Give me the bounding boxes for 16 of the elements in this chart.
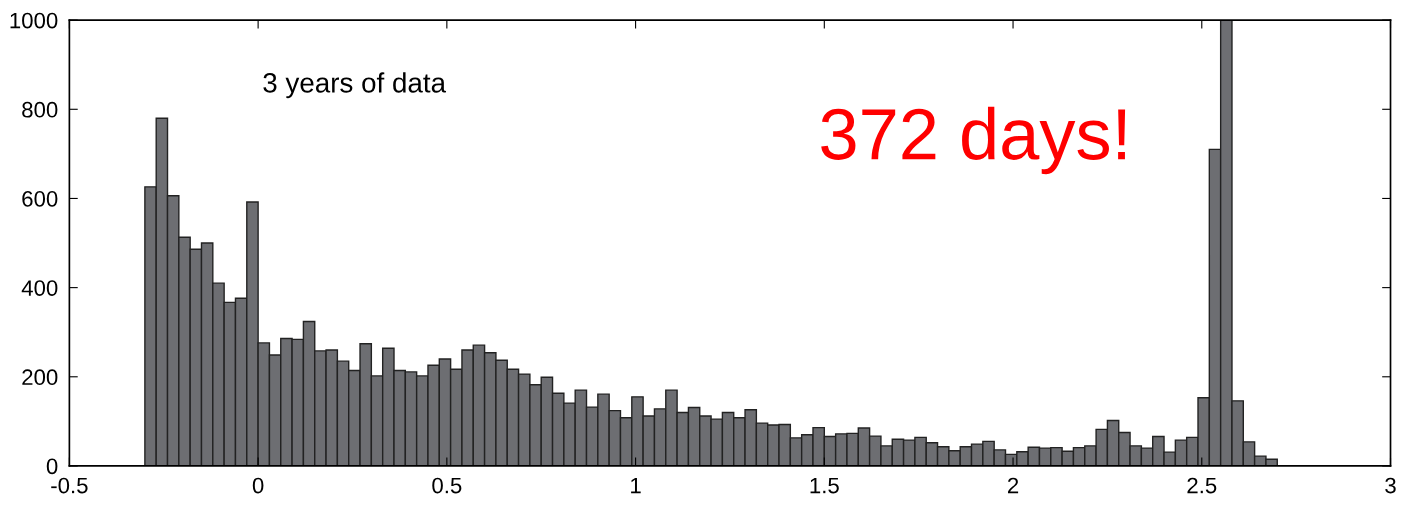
x-tick-label: -0.5 — [51, 477, 88, 494]
x-tick-label: 2.5 — [1187, 477, 1217, 494]
y-tick-label: 200 — [22, 369, 58, 386]
y-tick-label: 600 — [22, 190, 58, 207]
x-tick-label: 0.5 — [432, 477, 462, 494]
annotation: 372 days! — [821, 106, 1126, 175]
y-tick-label: 400 — [21, 280, 58, 296]
y-tick-label: 0 — [46, 458, 58, 475]
x-tick-label: 1.5 — [810, 477, 839, 494]
x-tick-label: 2 — [1007, 477, 1019, 494]
y-tick-label: 1000 — [10, 12, 58, 29]
x-tick-label: 1 — [631, 477, 641, 494]
y-tick-label: 800 — [22, 101, 58, 118]
x-tick-label: 3 — [1385, 477, 1396, 494]
annotation: 3 years of data — [263, 72, 447, 99]
x-tick-label: 0 — [252, 477, 264, 494]
